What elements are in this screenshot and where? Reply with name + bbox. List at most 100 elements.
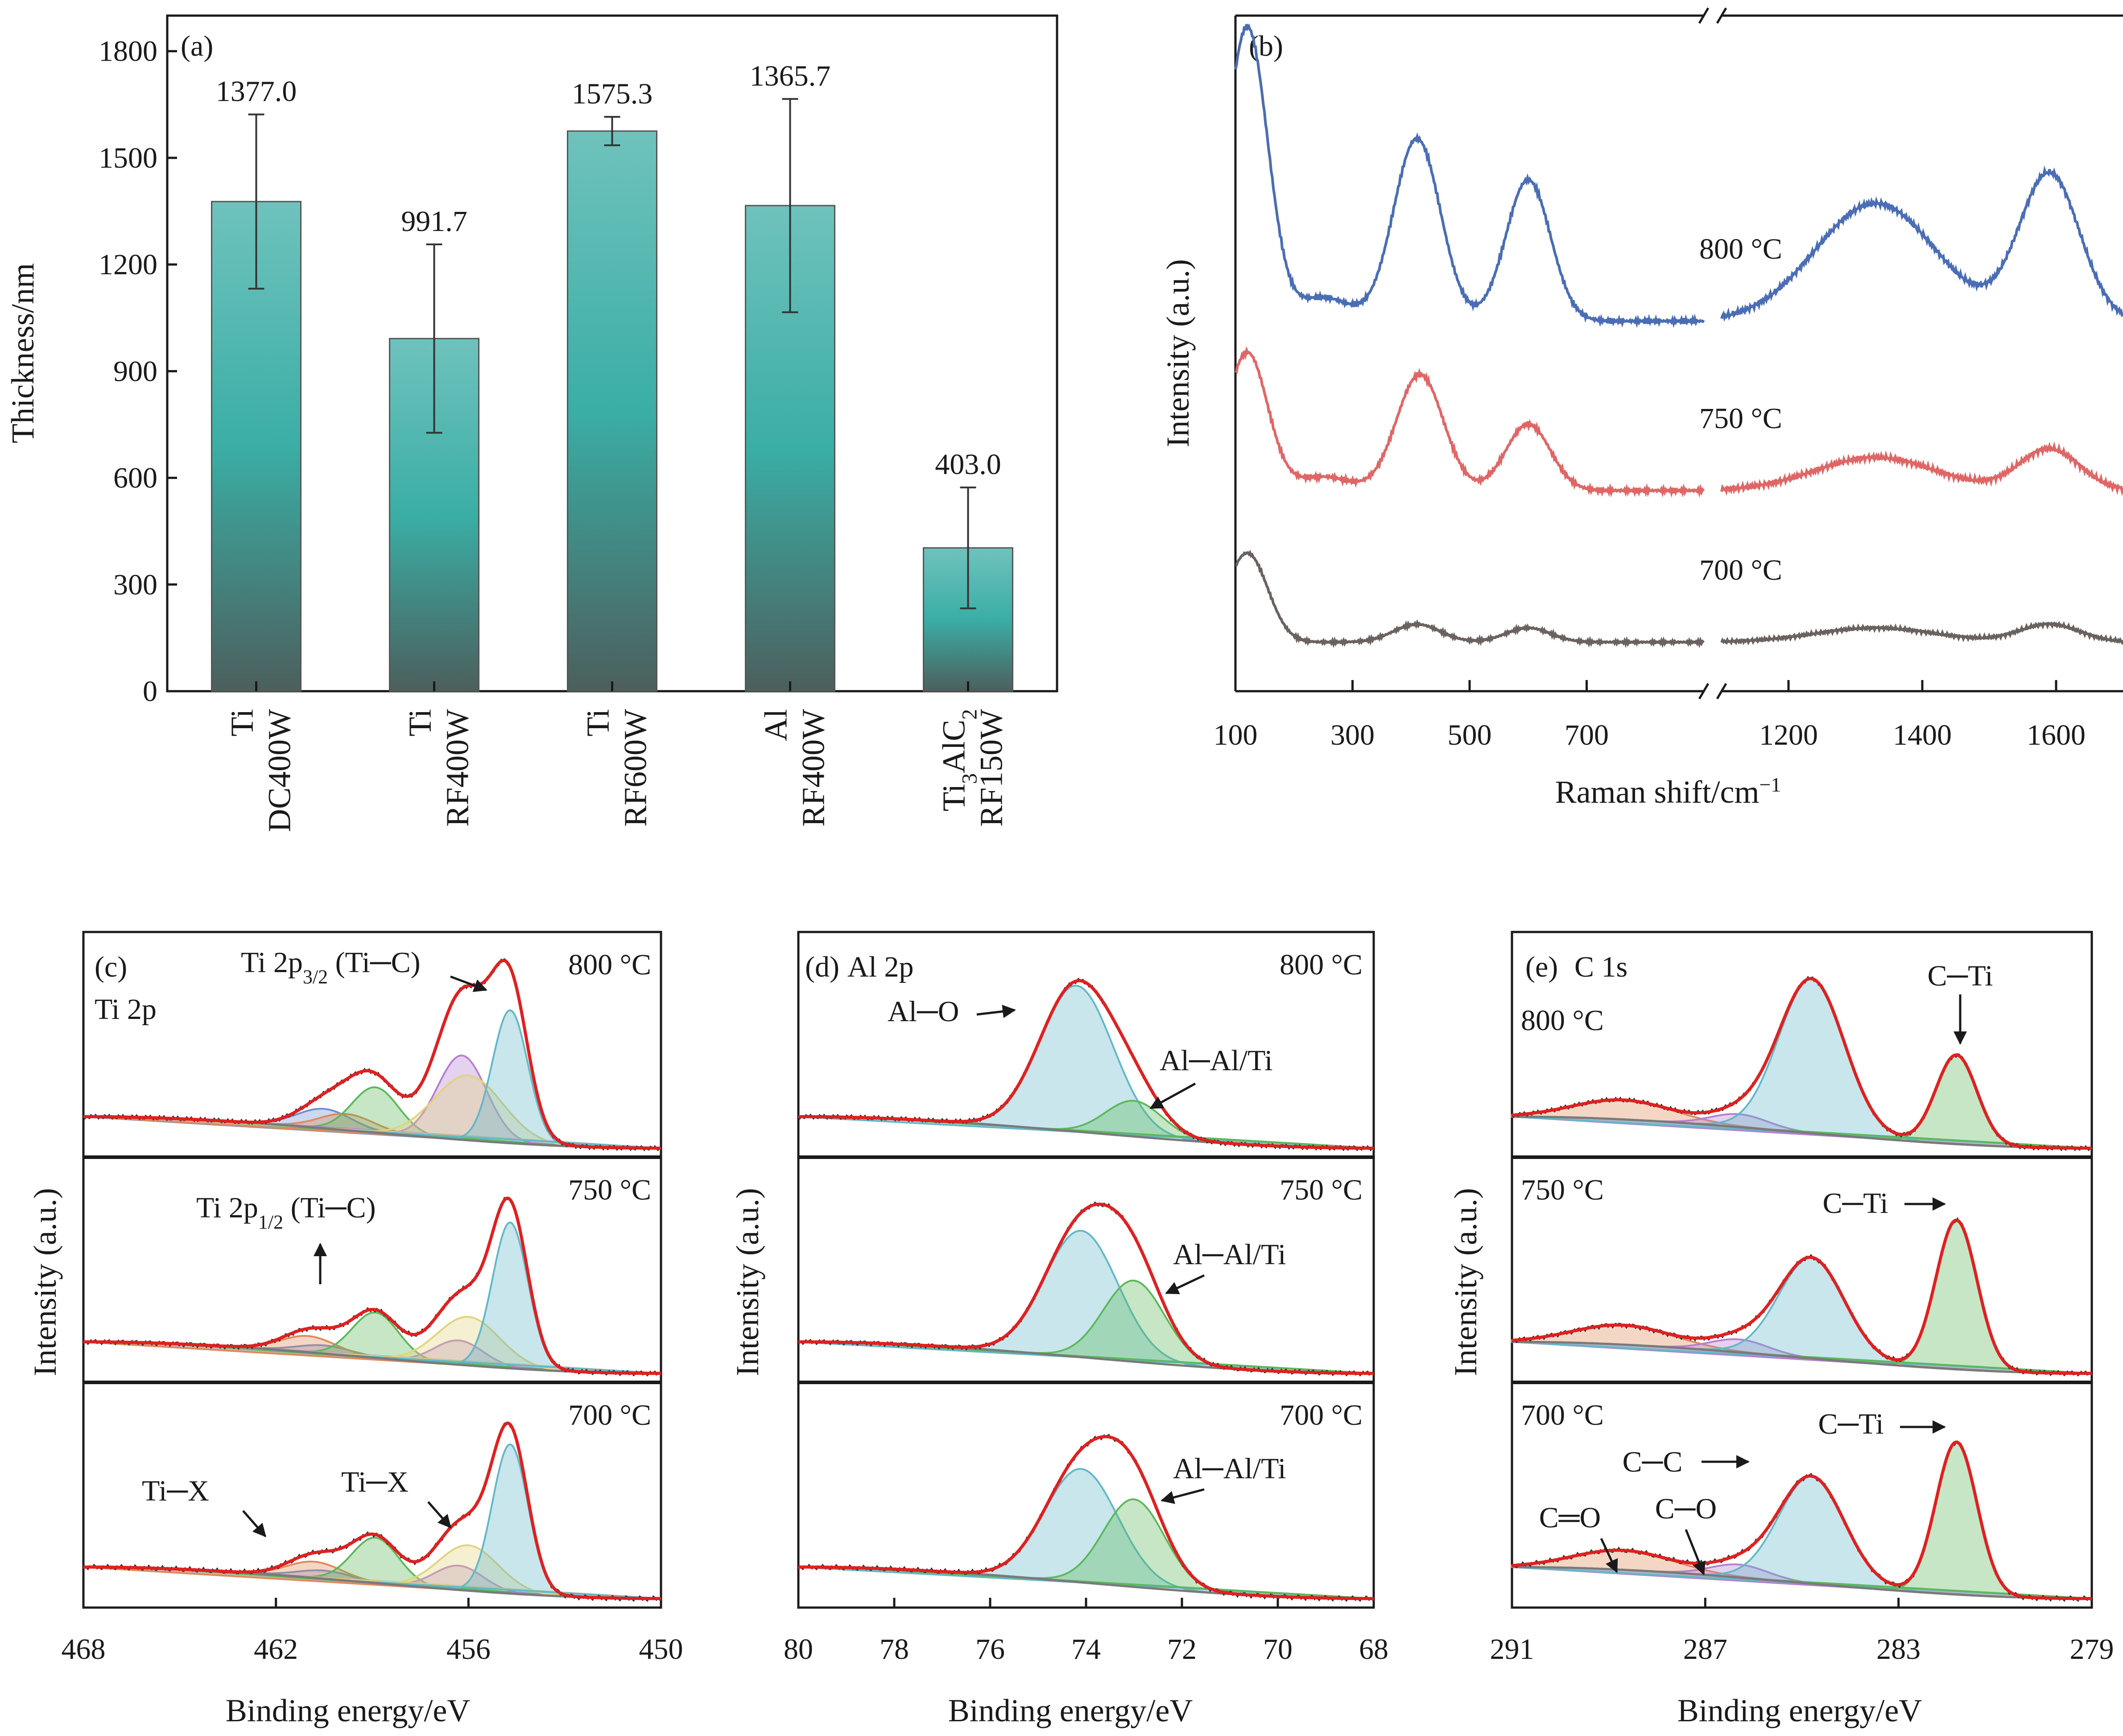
panel-a-y-axis-label: Thickness/nm (5, 263, 41, 443)
temperature-label: 800 °C (1521, 1004, 1604, 1037)
panel-b-axis-break-bottom (1698, 683, 1727, 700)
y-tick-label: 900 (113, 355, 157, 388)
x-tick-label: 72 (1167, 1633, 1197, 1666)
raman-curve-right (1720, 165, 2123, 322)
panel-d-x-axis-label: Binding energy/eV (948, 1693, 1193, 1728)
alo-arrow (976, 1005, 1016, 1019)
y-tick-label: 0 (143, 675, 157, 708)
y-tick-label: 1500 (99, 142, 157, 174)
background-curve (1512, 1340, 2092, 1375)
envelope-curve (83, 1196, 661, 1375)
temperature-label: 700 °C (1699, 554, 1782, 586)
panel-a-label: (a) (181, 30, 213, 62)
temperature-label: 700 °C (1521, 1399, 1604, 1431)
fit-component (147, 1074, 661, 1149)
envelope-curve (1512, 977, 2092, 1150)
x-tick-label: 1200 (1759, 719, 1818, 751)
tix-arrow-1 (242, 1510, 266, 1538)
raman-curve-right (1720, 621, 2123, 646)
x-tick-label: 78 (880, 1633, 909, 1666)
co-double-arrow (1600, 1538, 1618, 1573)
x-tick-label: 500 (1448, 719, 1492, 751)
panel-e: (e) C 1s Intensity (a.u.) Binding energy… (1448, 931, 2114, 1728)
category-label: Ti RF400W (402, 709, 475, 827)
category-condition: RF400W (440, 709, 475, 827)
category-material: Al (758, 709, 794, 741)
category-material: Ti (224, 709, 260, 736)
panel-d-y-axis-label: Intensity (a.u.) (730, 1188, 765, 1376)
x-tick-label: 1400 (1893, 719, 1952, 751)
bar-value-label: 403.0 (935, 448, 1001, 481)
alal-annotation-750: Al─Al/Ti (1173, 1238, 1286, 1271)
co-arrow (1685, 1529, 1706, 1575)
category-label: Ti DC400W (224, 709, 297, 832)
cti-annotation-700: C─Ti (1818, 1408, 1883, 1440)
y-tick-label: 600 (113, 462, 157, 495)
y-tick-label: 300 (113, 569, 157, 601)
category-label: Al RF400W (758, 709, 831, 827)
bar-value-label: 991.7 (401, 205, 467, 238)
temperature-label: 750 °C (568, 1174, 651, 1206)
x-tick-label: 291 (1490, 1633, 1534, 1666)
envelope-curve (83, 959, 661, 1150)
x-tick-label: 279 (2070, 1633, 2114, 1666)
alal-annotation-800: Al─Al/Ti (1160, 1044, 1272, 1077)
ti2p32-annotation: Ti 2p3/2 (Ti─C) (241, 946, 421, 988)
cc-annotation: C─C (1623, 1446, 1683, 1478)
category-material-part: 3 (958, 773, 981, 784)
category-material: Ti (580, 709, 616, 736)
x-tick-label: 1600 (2027, 719, 2086, 751)
category-material-part: AlC (936, 720, 972, 773)
x-tick-label: 456 (446, 1633, 491, 1666)
panel-e-y-axis-label: Intensity (a.u.) (1448, 1188, 1483, 1376)
x-tick-label: 450 (639, 1633, 683, 1666)
alal-arrow-750 (1165, 1274, 1205, 1295)
temperature-label: 800 °C (1280, 948, 1363, 981)
envelope-curve (798, 979, 1374, 1150)
panel-e-title: C 1s (1574, 951, 1627, 983)
co-double-annotation: C═O (1539, 1501, 1601, 1534)
panel-a: (a) 0 300 600 900 1200 1500 1800 1377.0 991.7 15… (5, 14, 1058, 832)
bar-value-label: 1365.7 (750, 60, 831, 92)
x-tick-label: 287 (1683, 1633, 1727, 1666)
panel-e-x-axis-label: Binding energy/eV (1677, 1693, 1922, 1728)
x-tick-label: 700 (1565, 719, 1609, 751)
category-condition: RF600W (618, 709, 653, 827)
background-curve (1512, 1115, 2092, 1150)
x-tick-label: 74 (1071, 1633, 1101, 1666)
raman-curve-left (1235, 549, 1705, 648)
category-material: Ti (402, 709, 438, 736)
panel-e-annotations: C─Ti C─Ti C─Ti C─C C─O C═O (1539, 960, 1993, 1575)
panel-frame (1511, 931, 2093, 1609)
ti2p32-arrow (450, 975, 487, 992)
envelope-curve (798, 1435, 1374, 1600)
panel-a-bars: 1377.0 991.7 1575.3 1365.7 403.0 (211, 60, 1013, 692)
ti2p12-annotation: Ti 2p1/2 (Ti─C) (196, 1192, 376, 1233)
envelope-curve (1512, 1440, 2092, 1600)
category-condition: DC400W (262, 709, 297, 832)
temperature-label: 800 °C (1699, 233, 1782, 265)
panel-d-title: Al 2p (847, 951, 914, 983)
x-tick-label: 100 (1214, 719, 1258, 751)
panel-d-label: (d) (805, 951, 839, 983)
y-tick-label: 1200 (99, 248, 157, 281)
envelope-curve (1512, 1218, 2092, 1375)
raman-curve-right (1720, 441, 2123, 496)
tix-annotation-1: Ti─X (142, 1475, 209, 1507)
alal-arrow-700 (1161, 1488, 1205, 1504)
cti-annotation-800: C─Ti (1927, 960, 1993, 992)
envelope-curve (83, 1421, 661, 1600)
panel-d: (d) Al 2p Intensity (a.u.) Binding energ… (730, 931, 1388, 1728)
alal-annotation-700: Al─Al/Ti (1173, 1452, 1286, 1485)
category-condition: RF150W (974, 709, 1009, 827)
x-tick-label: 80 (784, 1633, 813, 1666)
raman-curve-left (1235, 346, 1705, 498)
category-material-part: Ti (936, 784, 972, 811)
panel-c-label: (c) (95, 951, 127, 983)
x-tick-label: 70 (1263, 1633, 1293, 1666)
panel-c-title: Ti 2p (95, 993, 157, 1026)
co-annotation: C─O (1655, 1493, 1717, 1525)
